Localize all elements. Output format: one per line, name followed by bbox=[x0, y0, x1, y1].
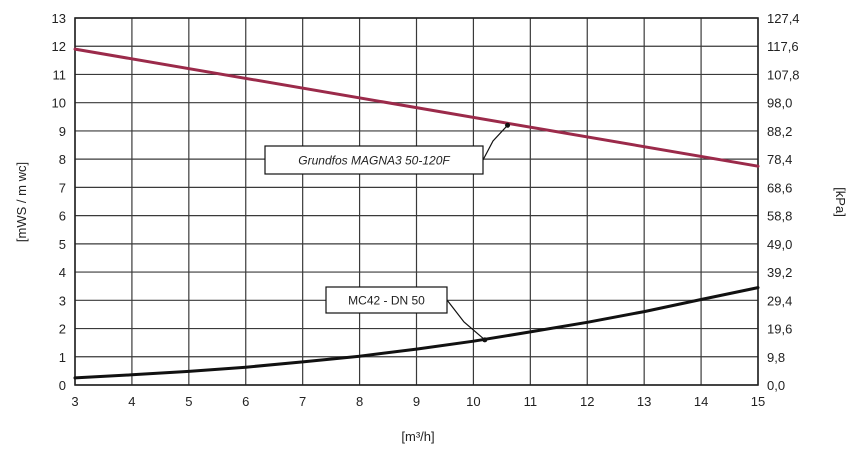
y-tick-label: 7 bbox=[59, 180, 66, 195]
y-tick-label: 11 bbox=[53, 67, 67, 82]
y-tick-label: 6 bbox=[59, 209, 66, 224]
y-tick-label: 8 bbox=[59, 152, 66, 167]
grid bbox=[74, 17, 759, 386]
y2-axis-title: [kPa] bbox=[833, 187, 848, 217]
x-tick-label: 9 bbox=[413, 394, 420, 409]
y-tick-label: 5 bbox=[59, 237, 66, 252]
x-axis-title: [m³/h] bbox=[401, 429, 434, 444]
y2-tick-label: 117,6 bbox=[767, 39, 799, 54]
y-tick-label: 4 bbox=[59, 265, 66, 280]
x-tick-label: 10 bbox=[466, 394, 480, 409]
y2-tick-label: 49,0 bbox=[767, 237, 792, 252]
y2-tick-label: 68,6 bbox=[767, 180, 792, 195]
y-tick-label: 1 bbox=[59, 350, 66, 365]
tick-labels: 3 4 5 6 7 8 9 10 11 12 13 14 150123456789101112130,0… bbox=[52, 11, 800, 409]
y2-tick-label: 0,0 bbox=[767, 378, 785, 393]
y-tick-label: 13 bbox=[52, 11, 66, 26]
y-tick-label: 2 bbox=[59, 322, 66, 337]
x-tick-label: 7 bbox=[299, 394, 306, 409]
y2-tick-label: 78,4 bbox=[767, 152, 792, 167]
y2-tick-label: 58,8 bbox=[767, 209, 792, 224]
y2-tick-label: 39,2 bbox=[767, 265, 792, 280]
x-tick-label: 5 bbox=[185, 394, 192, 409]
y2-tick-label: 107,8 bbox=[767, 67, 800, 82]
y2-tick-label: 9,8 bbox=[767, 350, 785, 365]
annotation-leader bbox=[446, 299, 486, 341]
annotation-dot bbox=[482, 337, 488, 343]
y-tick-label: 10 bbox=[52, 96, 66, 111]
annotations: Grundfos MAGNA3 50-120F MC42 - DN 50 bbox=[264, 122, 511, 343]
x-tick-label: 6 bbox=[242, 394, 249, 409]
y-tick-label: 12 bbox=[52, 39, 66, 54]
y2-tick-label: 29,4 bbox=[767, 293, 792, 308]
x-tick-label: 15 bbox=[751, 394, 765, 409]
y-tick-label: 3 bbox=[59, 293, 66, 308]
series-line-mc42 bbox=[73, 286, 760, 380]
y-axis-title: [mWS / m wc] bbox=[14, 162, 29, 242]
y2-tick-label: 98,0 bbox=[767, 96, 792, 111]
y-tick-label: 9 bbox=[59, 124, 66, 139]
annotation-label: MC42 - DN 50 bbox=[348, 294, 425, 308]
x-tick-label: 3 bbox=[71, 394, 78, 409]
y2-tick-label: 19,6 bbox=[767, 322, 792, 337]
annotation-dot bbox=[505, 122, 511, 128]
y-tick-label: 0 bbox=[59, 378, 66, 393]
x-tick-label: 11 bbox=[524, 394, 538, 409]
x-tick-label: 8 bbox=[356, 394, 363, 409]
x-tick-label: 14 bbox=[694, 394, 708, 409]
series-line-magna3 bbox=[73, 47, 760, 168]
annotation-box bbox=[325, 286, 448, 314]
annotation-box bbox=[264, 145, 484, 175]
x-tick-label: 13 bbox=[637, 394, 651, 409]
y2-tick-label: 88,2 bbox=[767, 124, 792, 139]
x-tick-label: 12 bbox=[580, 394, 594, 409]
x-tick-label: 4 bbox=[128, 394, 135, 409]
y2-tick-label: 127,4 bbox=[767, 11, 800, 26]
plot-frame bbox=[74, 17, 759, 386]
series-layer bbox=[73, 47, 760, 380]
annotation-leader bbox=[482, 124, 509, 161]
annotation-label: Grundfos MAGNA3 50-120F bbox=[298, 154, 450, 168]
